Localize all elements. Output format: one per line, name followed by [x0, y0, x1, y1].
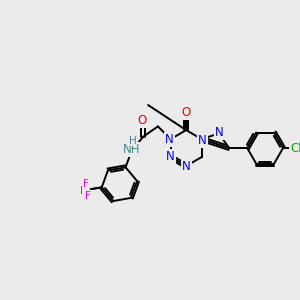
Text: O: O	[182, 106, 191, 119]
Text: F: F	[83, 179, 89, 189]
Text: F: F	[80, 186, 86, 196]
Text: N: N	[165, 133, 174, 146]
Text: O: O	[138, 114, 147, 127]
Text: Cl: Cl	[290, 142, 300, 154]
Text: H: H	[129, 136, 136, 146]
Text: NH: NH	[123, 143, 140, 156]
Text: N: N	[198, 134, 207, 147]
Text: N: N	[182, 160, 191, 173]
Text: F: F	[85, 191, 91, 201]
Text: N: N	[166, 150, 175, 163]
Text: N: N	[215, 126, 224, 139]
